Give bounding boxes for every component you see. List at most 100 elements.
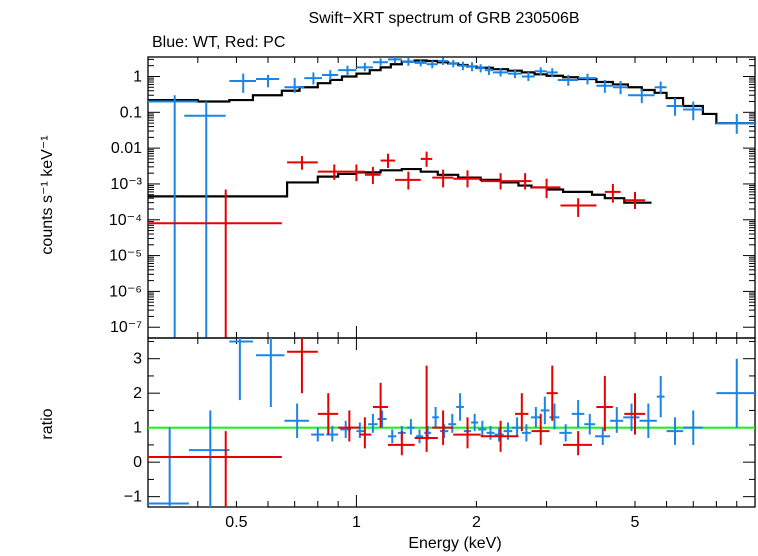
wt-data-point <box>458 61 468 71</box>
x-tick-label: 5 <box>631 514 640 531</box>
wt-data-point <box>188 410 230 507</box>
wt-data-point <box>612 80 628 95</box>
wt-data-point <box>322 70 339 80</box>
wt-data-point <box>512 417 522 437</box>
wt-data-point <box>623 403 640 432</box>
wt-data-point <box>486 425 495 440</box>
pc-data-point <box>604 183 621 203</box>
wt-data-point <box>666 417 684 445</box>
wt-data-point <box>578 73 597 85</box>
pc-data-point <box>531 413 550 445</box>
wt-data-point <box>639 403 657 439</box>
wt-data-point <box>387 429 397 444</box>
pc-data-point <box>480 173 519 190</box>
pc-data-point <box>432 169 454 188</box>
wt-data-point <box>401 57 415 66</box>
wt-data-point <box>521 424 531 442</box>
pc-data-point <box>414 365 438 452</box>
wt-data-point <box>534 67 547 76</box>
pc-data-point <box>453 417 481 449</box>
wt-data-point <box>407 419 415 435</box>
wt-data-point <box>716 358 755 428</box>
wt_model-line <box>148 59 755 125</box>
wt-data-point <box>148 427 189 507</box>
wt-data-point <box>549 403 560 430</box>
bottom-data-layer <box>148 338 755 507</box>
wt-data-point <box>530 406 541 428</box>
wt-data-point <box>557 75 579 86</box>
wt-data-point <box>338 65 357 76</box>
bottom-y-tick-label: 1 <box>133 420 142 437</box>
pc-data-point <box>380 153 396 168</box>
pc-data-point <box>338 410 360 442</box>
pc-data-point <box>359 417 372 449</box>
bottom-y-tick-label: 2 <box>133 385 142 402</box>
wt-data-point <box>229 338 253 401</box>
wt-data-point <box>448 413 457 433</box>
wt-data-point <box>716 113 755 134</box>
pc-data-point <box>480 420 519 452</box>
pc-data-point <box>395 171 421 190</box>
wt-data-point <box>478 420 487 437</box>
pc-data-point <box>317 164 348 180</box>
bottom-y-tick-label: 3 <box>133 351 142 368</box>
bottom-y-tick-label: −1 <box>124 489 142 506</box>
pc-data-point <box>287 156 318 170</box>
wt-data-point <box>521 71 535 81</box>
pc-data-point <box>560 198 597 217</box>
wt-data-point <box>432 406 439 428</box>
bottom-y-axis-label: ratio <box>39 408 56 439</box>
wt-data-point <box>507 69 522 79</box>
wt-data-point <box>311 427 325 442</box>
pc-data-point <box>317 393 339 435</box>
wt-data-point <box>372 58 388 66</box>
wt-data-point <box>304 72 323 85</box>
pc-data-point <box>387 431 415 456</box>
x-tick-label: 2 <box>472 514 481 531</box>
pc-data-point <box>546 365 558 421</box>
pc-data-point <box>453 170 481 188</box>
wt-data-point <box>284 78 305 93</box>
pc-data-point <box>420 151 433 167</box>
wt-data-point <box>584 413 596 435</box>
top-y-tick-label: 10⁻⁶ <box>109 283 142 300</box>
pc-data-point <box>624 393 646 435</box>
wt-data-point <box>492 68 508 77</box>
top-y-tick-label: 0.01 <box>111 140 142 157</box>
pc-data-point <box>347 164 365 182</box>
top-y-tick-label: 0.1 <box>120 104 142 121</box>
wt-data-point <box>368 413 378 433</box>
pc-data-point <box>372 382 388 428</box>
wt-data-point <box>456 393 464 421</box>
wt-data-point <box>595 427 611 445</box>
wt-data-point <box>494 427 504 442</box>
wt-data-point <box>596 79 613 93</box>
wt-data-point <box>414 58 427 67</box>
pc_model-line <box>148 167 652 204</box>
top-y-tick-label: 1 <box>133 68 142 85</box>
top-y-tick-label: 10⁻⁷ <box>110 319 142 336</box>
wt-data-point <box>546 68 558 78</box>
wt-data-point <box>540 396 550 425</box>
pc-data-point <box>624 191 646 209</box>
wt-data-point <box>471 413 479 432</box>
top-y-axis-label: counts s⁻¹ keV⁻¹ <box>39 135 56 254</box>
chart-title: Swift−XRT spectrum of GRB 230506B <box>308 10 579 27</box>
x-tick-label: 1 <box>352 514 361 531</box>
wt-data-point <box>656 375 665 418</box>
wt-data-point <box>356 62 373 72</box>
top-panel: 1 0.1 0.01 10⁻³ 10⁻⁴ 10⁻⁵ 10⁻⁶ 10⁻⁷ <box>109 56 756 339</box>
wt-data-point <box>437 57 449 65</box>
bottom-y-tick-label: 0 <box>133 454 142 471</box>
pc-data-point <box>515 393 529 432</box>
pc-data-point <box>563 431 593 456</box>
pc-data-point <box>148 431 282 507</box>
wt-data-point <box>256 338 285 407</box>
bottom-plot-frame <box>147 337 756 508</box>
top-y-tick-label: 10⁻⁵ <box>109 248 142 265</box>
x-tick-label: 0.5 <box>225 514 247 531</box>
wt-data-point <box>356 422 365 439</box>
wt-data-point <box>229 73 257 93</box>
wt-data-point <box>484 65 493 76</box>
top-y-tick-label: 10⁻³ <box>110 176 142 193</box>
